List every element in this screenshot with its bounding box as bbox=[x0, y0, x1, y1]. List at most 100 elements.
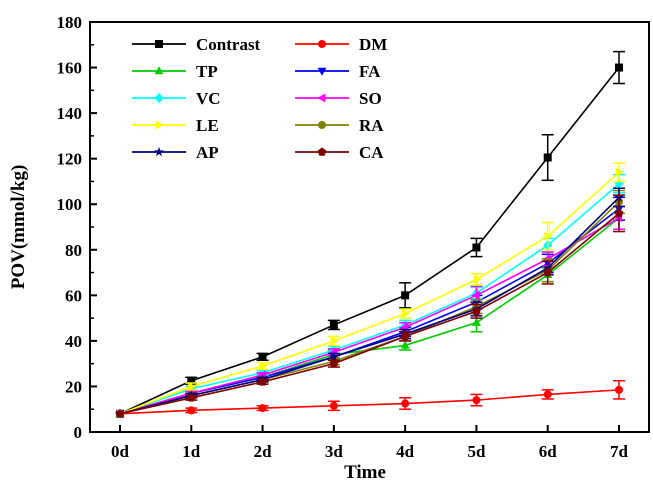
plot-frame bbox=[89, 21, 650, 433]
legend-marker-tp bbox=[154, 66, 164, 75]
data-point-contrast bbox=[615, 63, 623, 72]
y-axis-title: POV(mmol/kg) bbox=[8, 165, 29, 290]
data-point-so bbox=[329, 347, 338, 357]
legend-item-ra: RA bbox=[295, 116, 384, 135]
legend-label-fa: FA bbox=[359, 62, 381, 81]
legend-label-contrast: Contrast bbox=[196, 35, 261, 54]
data-point-dm bbox=[472, 396, 481, 405]
series-line-dm bbox=[119, 389, 620, 415]
legend-label-ra: RA bbox=[359, 116, 384, 135]
data-point-contrast bbox=[401, 291, 410, 300]
data-point-contrast bbox=[258, 352, 267, 361]
legend-item-tp: TP bbox=[132, 62, 218, 81]
legend-marker-ra bbox=[318, 121, 326, 129]
data-point-le bbox=[330, 336, 339, 346]
legend-item-so: SO bbox=[295, 89, 382, 108]
y-axis-ticks: 0 20 40 60 80 100 120 140 160 180 bbox=[57, 13, 97, 442]
data-point-contrast bbox=[329, 320, 338, 329]
y-tick-label: 180 bbox=[57, 13, 83, 32]
y-tick-label: 0 bbox=[74, 423, 83, 442]
series-line-ca bbox=[119, 212, 620, 415]
y-tick-label: 80 bbox=[65, 241, 82, 260]
x-axis-ticks: 0d 1d 2d 3d 4d 5d 6d 7d bbox=[111, 425, 629, 461]
series-contrast bbox=[116, 50, 625, 418]
legend-marker-ap bbox=[154, 146, 164, 157]
data-point-tp bbox=[400, 340, 410, 349]
data-point-so bbox=[471, 290, 480, 300]
data-point-dm bbox=[187, 406, 196, 415]
series-line-so bbox=[119, 217, 620, 415]
data-point-ca bbox=[614, 208, 624, 218]
y-tick-label: 100 bbox=[57, 195, 83, 214]
legend-item-ca: CA bbox=[295, 143, 384, 162]
legend-label-ca: CA bbox=[359, 143, 384, 162]
legend-marker-so bbox=[317, 93, 326, 103]
data-point-dm bbox=[543, 390, 552, 399]
data-point-le bbox=[188, 382, 197, 391]
x-axis-title: Time bbox=[344, 462, 386, 483]
legend-label-tp: TP bbox=[196, 62, 218, 81]
data-point-dm bbox=[258, 404, 267, 413]
data-point-dm bbox=[401, 399, 410, 408]
data-point-le bbox=[259, 361, 268, 371]
data-point-tp bbox=[472, 317, 481, 326]
data-point-le bbox=[615, 167, 624, 177]
data-point-le bbox=[401, 309, 410, 318]
y-tick-label: 160 bbox=[57, 59, 83, 78]
y-tick-label: 60 bbox=[65, 286, 82, 305]
x-tick-label: 5d bbox=[467, 442, 486, 461]
data-point-dm bbox=[329, 401, 338, 410]
x-tick-label: 3d bbox=[325, 442, 344, 461]
legend-item-vc: VC bbox=[132, 89, 221, 108]
legend-label-so: SO bbox=[359, 89, 382, 108]
y-tick-label: 120 bbox=[57, 150, 83, 169]
data-point-ca bbox=[472, 306, 481, 315]
y-tick-label: 140 bbox=[57, 104, 83, 123]
data-point-ap bbox=[328, 351, 339, 362]
y-tick-label: 20 bbox=[65, 377, 82, 396]
series-line-le bbox=[119, 171, 620, 415]
data-point-ca bbox=[115, 409, 125, 418]
data-point-contrast bbox=[187, 376, 196, 385]
legend-item-ap: AP bbox=[132, 143, 219, 162]
series-line-ap bbox=[119, 196, 620, 415]
series-line-contrast bbox=[119, 67, 620, 415]
legend-marker-ca bbox=[317, 147, 327, 156]
series-line-vc bbox=[119, 183, 620, 415]
legend-label-dm: DM bbox=[359, 35, 387, 54]
data-point-le bbox=[473, 274, 482, 284]
data-point-dm bbox=[615, 385, 623, 394]
legend-item-contrast: Contrast bbox=[132, 35, 261, 54]
legend-label-vc: VC bbox=[196, 89, 221, 108]
legend-marker-le bbox=[155, 120, 164, 130]
data-point-ca bbox=[543, 267, 553, 277]
x-tick-label: 4d bbox=[396, 442, 415, 461]
data-point-ca bbox=[258, 377, 267, 386]
series-ca bbox=[115, 194, 625, 418]
legend-label-le: LE bbox=[196, 116, 219, 135]
legend-item-fa: FA bbox=[295, 62, 381, 81]
series-dm bbox=[116, 380, 625, 418]
legend: Contrast DM TP FA VC SO LE RA AP CA bbox=[132, 35, 387, 162]
y-tick-label: 40 bbox=[65, 332, 82, 351]
x-tick-label: 2d bbox=[254, 442, 273, 461]
series-le bbox=[116, 162, 625, 419]
data-point-contrast bbox=[472, 243, 481, 252]
legend-marker-contrast bbox=[155, 40, 163, 48]
data-point-contrast bbox=[543, 153, 552, 162]
legend-item-le: LE bbox=[132, 116, 219, 135]
x-tick-label: 6d bbox=[539, 442, 558, 461]
legend-label-ap: AP bbox=[196, 143, 219, 162]
x-tick-label: 0d bbox=[111, 442, 130, 461]
legend-marker-vc bbox=[154, 92, 164, 104]
legend-item-dm: DM bbox=[295, 35, 387, 54]
x-tick-label: 1d bbox=[182, 442, 201, 461]
data-point-ca bbox=[186, 393, 196, 402]
data-point-ca bbox=[400, 331, 410, 341]
legend-marker-fa bbox=[317, 67, 327, 76]
data-point-ca bbox=[329, 359, 339, 368]
x-tick-label: 7d bbox=[610, 442, 629, 461]
data-point-le bbox=[544, 231, 553, 241]
series-layer bbox=[115, 50, 625, 419]
